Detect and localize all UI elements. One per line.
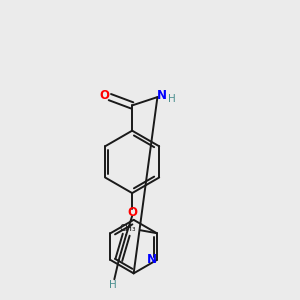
Text: H: H xyxy=(109,280,117,290)
Text: O: O xyxy=(127,206,137,219)
Text: N: N xyxy=(157,89,166,102)
Text: O: O xyxy=(100,89,110,102)
Text: CH₃: CH₃ xyxy=(119,224,136,233)
Text: H: H xyxy=(168,94,176,104)
Text: N: N xyxy=(146,254,157,266)
